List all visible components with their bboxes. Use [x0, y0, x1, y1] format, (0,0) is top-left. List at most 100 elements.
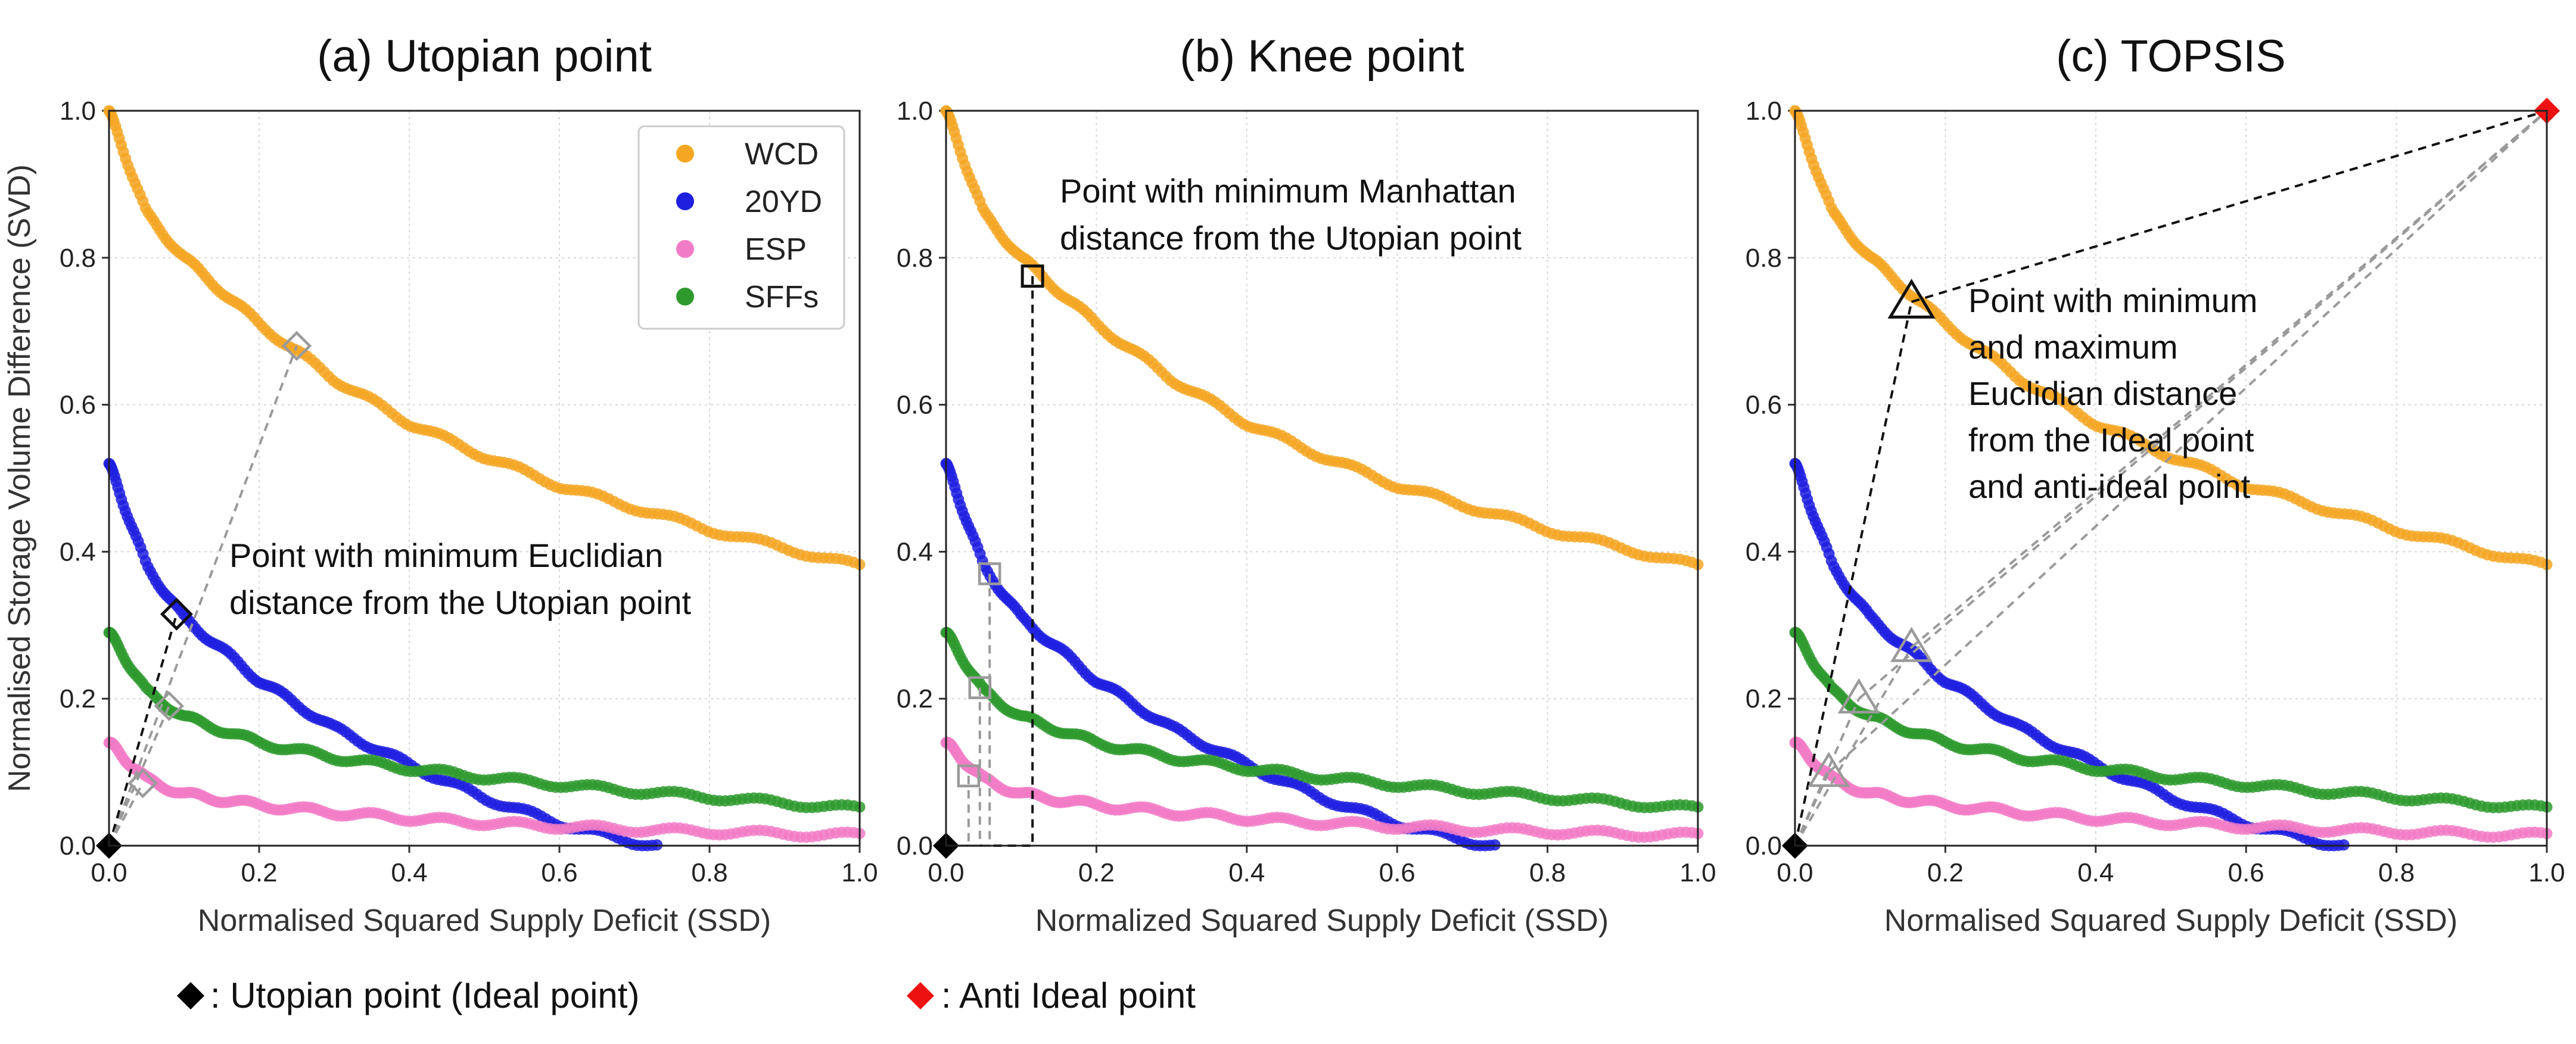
plot-frame: [945, 110, 1699, 847]
series-wcd: [1789, 105, 2553, 571]
distance-line: [1794, 698, 1861, 846]
y-tick-label: 0.4: [1746, 537, 1782, 566]
x-axis-label: Normalised Squared Supply Deficit (SSD): [1884, 903, 2457, 938]
x-tick-label: 0.6: [1379, 858, 1415, 887]
x-tick-label: 0.6: [541, 858, 577, 887]
chart-title: (a) Utopian point: [317, 31, 652, 82]
anti-ideal-distance-line: [1858, 110, 2548, 700]
selected-square-marker: [1021, 264, 1044, 288]
annotation-line: distance from the Utopian point: [229, 584, 692, 621]
chart-title: (b) Knee point: [1180, 31, 1464, 82]
series-sffs: [940, 627, 1704, 814]
selected-square-marker: [978, 562, 1001, 585]
y-tick-label: 0.6: [897, 391, 933, 420]
x-tick-label: 0.6: [2228, 858, 2264, 887]
utopian-legend-label: : Utopian point (Ideal point): [210, 976, 639, 1015]
distance-line: [1794, 301, 1913, 846]
distance-line: [108, 613, 178, 846]
y-tick-label: 0.8: [60, 244, 96, 273]
y-tick-label: 1.0: [897, 96, 933, 126]
annotation-line: Point with minimum: [1968, 282, 2257, 319]
annotation-line: from the Ideal point: [1968, 421, 2254, 459]
selected-triangle-marker: [1890, 627, 1933, 662]
legend-label-esp: ESP: [745, 232, 807, 267]
y-tick-label: 0.0: [1746, 831, 1782, 861]
legend-label-20yd: 20YD: [745, 185, 822, 219]
series-esp: [1789, 736, 2553, 843]
selected-diamond-marker: [281, 331, 312, 361]
y-tick-label: 0.8: [897, 244, 933, 273]
x-tick-label: 1.0: [2528, 858, 2565, 887]
x-tick-label: 0.4: [2077, 858, 2114, 887]
x-tick-label: 0.0: [91, 858, 127, 887]
x-tick-label: 0.2: [1927, 858, 1964, 887]
y-tick-label: 0.2: [60, 684, 96, 713]
x-tick-label: 0.4: [1228, 858, 1265, 887]
x-tick-label: 0.8: [2378, 858, 2415, 887]
series-wcd: [940, 105, 1704, 571]
black-diamond-icon: [177, 982, 204, 1009]
legend-label-wcd: WCD: [745, 137, 819, 172]
distance-line: [108, 345, 298, 846]
y-axis-label: Normalised Storage Volume Difference (SV…: [2, 164, 37, 792]
x-tick-label: 0.8: [691, 858, 727, 887]
series-sffs: [1789, 627, 2553, 814]
chart-title: (c) TOPSIS: [2056, 31, 2286, 82]
x-axis-label: Normalized Squared Supply Deficit (SSD): [1035, 903, 1609, 938]
y-tick-label: 0.8: [1746, 244, 1782, 273]
x-tick-label: 0.4: [391, 858, 427, 887]
annotation-line: Point with minimum Manhattan: [1060, 172, 1516, 210]
selected-triangle-marker: [1807, 752, 1850, 787]
y-tick-label: 0.2: [1746, 684, 1782, 713]
x-tick-label: 0.8: [1529, 858, 1566, 887]
x-axis-label: Normalised Squared Supply Deficit (SSD): [198, 903, 771, 938]
manhattan-path: [946, 276, 1034, 847]
y-tick-label: 0.0: [897, 831, 933, 861]
series-20yd: [103, 457, 663, 852]
chart-panel-2: (b) Knee point 0.0 0.2 0.4 0.6 0.8 1.0 0.0 0.2 0.…: [897, 31, 1716, 938]
anti-ideal-distance-line: [1828, 110, 2548, 774]
legend-box: [637, 125, 845, 330]
annotation-line: Point with minimum Euclidian: [229, 537, 663, 574]
y-tick-label: 0.2: [897, 684, 933, 713]
distance-line: [1794, 646, 1913, 847]
chart-panel-3: (c) TOPSIS 0.0 0.2 0.4 0.6 0.8 1.0 0.0 0.2 0.4 0.6…: [1746, 31, 2565, 938]
anti-ideal-distance-line: [1911, 110, 2548, 649]
y-tick-label: 0.4: [60, 537, 96, 566]
legend-marker-sffs: [676, 288, 694, 306]
series-esp: [940, 736, 1704, 843]
series-wcd: [103, 105, 866, 571]
legend-label-sffs: SFFs: [745, 280, 819, 314]
selected-triangle-marker: [1887, 278, 1936, 319]
y-tick-label: 0.4: [897, 537, 933, 566]
legend-marker-20yd: [676, 192, 694, 210]
series-20yd: [1789, 457, 2350, 852]
annotation-line: Euclidian distance: [1968, 375, 2237, 412]
y-tick-label: 0.6: [1746, 391, 1782, 420]
anti-ideal-legend-label: : Anti Ideal point: [941, 976, 1196, 1015]
series-esp: [103, 736, 866, 843]
y-tick-label: 1.0: [1746, 96, 1782, 126]
selected-diamond-marker: [154, 691, 184, 721]
selected-diamond-marker: [127, 768, 158, 799]
annotation-line: and anti-ideal point: [1968, 468, 2251, 505]
selected-square-marker: [968, 676, 992, 699]
series-sffs: [103, 627, 866, 814]
y-tick-label: 0.6: [60, 391, 96, 420]
x-tick-label: 1.0: [1679, 858, 1716, 887]
distance-line: [108, 783, 144, 846]
distance-line: [108, 705, 170, 846]
plot-frame: [1794, 110, 2548, 847]
red-diamond-icon: [907, 982, 934, 1009]
x-tick-label: 0.0: [928, 858, 964, 887]
x-tick-label: 0.2: [1078, 858, 1115, 887]
x-tick-label: 0.0: [1777, 858, 1813, 887]
selected-diamond-marker: [160, 597, 193, 631]
annotation-line: distance from the Utopian point: [1060, 219, 1522, 257]
anti-ideal-distance-line: [1911, 110, 2547, 303]
x-tick-label: 1.0: [841, 858, 878, 887]
legend-marker-esp: [676, 240, 694, 258]
plot-frame: [108, 110, 861, 847]
selected-square-marker: [957, 764, 981, 788]
